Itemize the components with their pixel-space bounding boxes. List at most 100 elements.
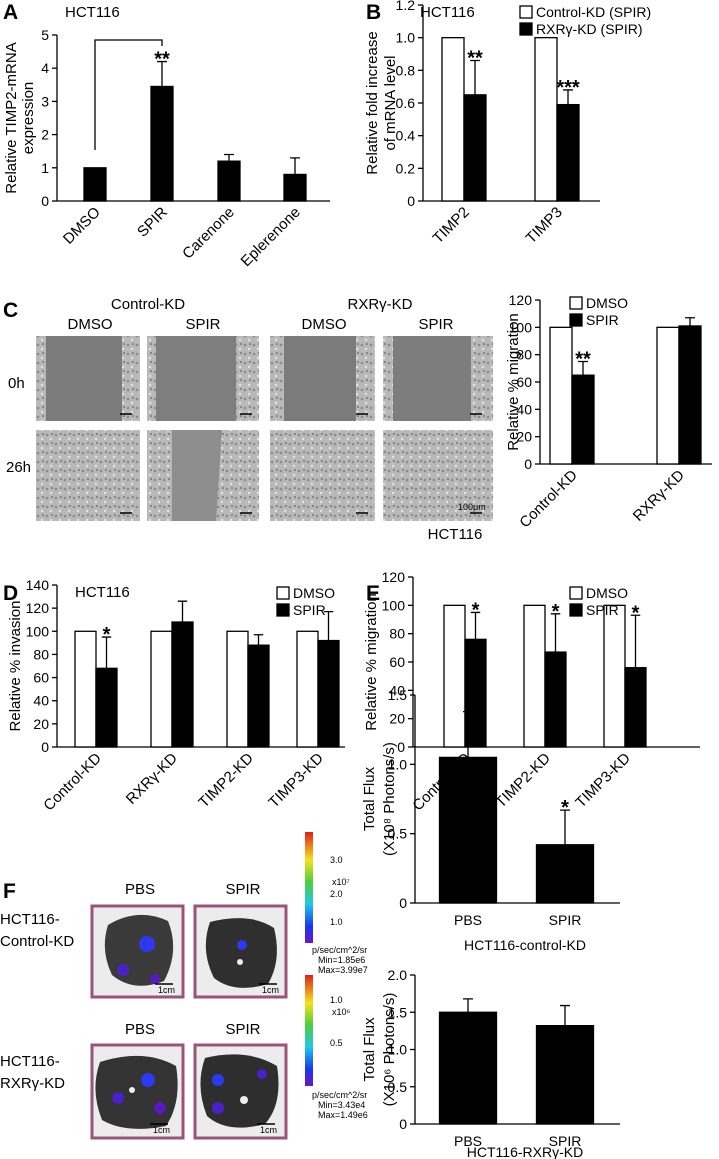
panel-letter: D (3, 582, 18, 605)
y-tick-label: 0.5 (388, 826, 408, 842)
colorbar-max: Max=1.49e6 (318, 1110, 368, 1120)
bar (523, 604, 546, 748)
y-tick-label: 1.5 (388, 1004, 408, 1020)
legend-swatch (569, 586, 583, 600)
x-tick-label: PBS (454, 1133, 482, 1149)
legend-label: DMSO (586, 295, 628, 311)
bar (317, 639, 340, 748)
error-bar (578, 360, 588, 376)
bar (441, 37, 465, 202)
y-axis-label: (X10⁸ Photons/s) (381, 742, 398, 856)
legend-label: RXRγ-KD (SPIR) (536, 21, 643, 37)
y-tick-label: 1.5 (388, 687, 408, 703)
bar (544, 651, 567, 748)
treatment-label: SPIR (185, 316, 220, 333)
panel-letter: C (3, 299, 18, 322)
bar (74, 630, 97, 748)
y-tick-label: 120 (26, 600, 50, 616)
row-label: RXRγ-KD (0, 1075, 65, 1092)
y-tick-label: 120 (509, 292, 533, 308)
y-tick-label: 0.6 (396, 95, 416, 111)
panel-letter: A (3, 1, 18, 24)
significance-label: ** (154, 49, 170, 71)
error-bar (630, 614, 641, 668)
bar (438, 1011, 498, 1125)
legend-label: SPIR (586, 312, 619, 328)
error-bar (560, 1004, 570, 1026)
bar (83, 167, 107, 202)
row-label: Control-KD (0, 933, 74, 950)
bar (463, 94, 487, 202)
y-tick-label: 4 (41, 60, 49, 76)
y-axis-label: of mRNA level (382, 55, 399, 150)
group-label: Control-KD (111, 296, 185, 313)
y-axis-label: Relative TIMP2-mRNA (3, 42, 20, 193)
treatment-label: SPIR (225, 881, 260, 898)
bar (283, 173, 307, 202)
colorbar-exponent: x10⁷ (332, 877, 350, 887)
significance-label: * (552, 601, 560, 623)
time-label: 26h (6, 459, 31, 476)
cell-line-label: HCT116 (428, 526, 483, 543)
y-tick-label: 140 (26, 577, 50, 593)
y-tick-label: 0 (524, 456, 532, 472)
treatment-label: DMSO (302, 316, 347, 333)
x-tick-label: TIMP3 (523, 204, 566, 247)
panel-letter: E (366, 582, 380, 605)
error-bar (290, 157, 300, 175)
error-bar (550, 613, 561, 653)
y-tick-label: 0.5 (388, 1079, 408, 1095)
bar (226, 630, 249, 748)
bar (150, 630, 173, 748)
bar (549, 326, 573, 465)
x-axis-label: HCT116-control-KD (464, 937, 586, 953)
chart-title: HCT116 (420, 4, 475, 21)
y-tick-label: 40 (33, 693, 49, 709)
bar (171, 621, 194, 748)
wound-images: C Control-KD RXRγ-KD DMSO SPIR DMSO SPIR… (3, 296, 493, 543)
y-tick-label: 1.2 (396, 0, 416, 13)
row-label: HCT116- (0, 911, 60, 928)
treatment-label: PBS (125, 881, 155, 898)
y-tick-label: 60 (33, 670, 49, 686)
scale-label: 1cm (262, 985, 279, 995)
x-tick-label: DMSO (60, 204, 104, 248)
colorbar-tick: 1.0 (330, 995, 343, 1005)
bar (603, 604, 626, 748)
error-bar (563, 89, 573, 105)
x-tick-label: RXRγ-KD (630, 467, 688, 525)
y-tick-label: 0 (399, 895, 407, 911)
legend-swatch (569, 313, 583, 327)
bar (534, 37, 558, 202)
treatment-label: PBS (125, 1021, 155, 1038)
x-tick-label: TIMP3-KD (265, 750, 327, 812)
error-bar (470, 611, 481, 640)
y-axis-label: Relative % migration (505, 313, 522, 451)
y-tick-label: 0.4 (396, 128, 416, 144)
y-tick-label: 0 (407, 193, 415, 209)
x-tick-label: TIMP2-KD (195, 750, 257, 812)
scale-label: 1cm (153, 1125, 170, 1135)
y-tick-label: 0 (399, 1116, 407, 1132)
y-tick-label: 120 (382, 569, 406, 585)
colorbar (305, 975, 313, 1086)
legend-label: Control-KD (SPIR) (536, 4, 651, 20)
error-bar (177, 600, 188, 623)
y-tick-label: 20 (389, 711, 405, 727)
y-axis-label: Relative % migration (363, 593, 380, 731)
scale-label: 100μm (458, 502, 486, 512)
tumor-images: F PBS SPIR HCT116- Control-KD PBS SPIR H… (0, 832, 368, 1140)
y-tick-label: 1.0 (388, 1042, 408, 1058)
y-axis-label: Relative fold increase (364, 31, 381, 174)
panel-letter: F (3, 880, 16, 903)
x-tick-label: TIMP2 (430, 204, 473, 247)
bar (624, 667, 647, 748)
error-bar (685, 317, 695, 326)
treatment-label: DMSO (68, 316, 113, 333)
error-bar (224, 153, 234, 162)
y-tick-label: 1.0 (388, 756, 408, 772)
y-tick-label: 60 (389, 654, 405, 670)
y-tick-label: 0.8 (396, 62, 416, 78)
significance-label: * (103, 624, 111, 646)
error-bar (470, 59, 480, 95)
